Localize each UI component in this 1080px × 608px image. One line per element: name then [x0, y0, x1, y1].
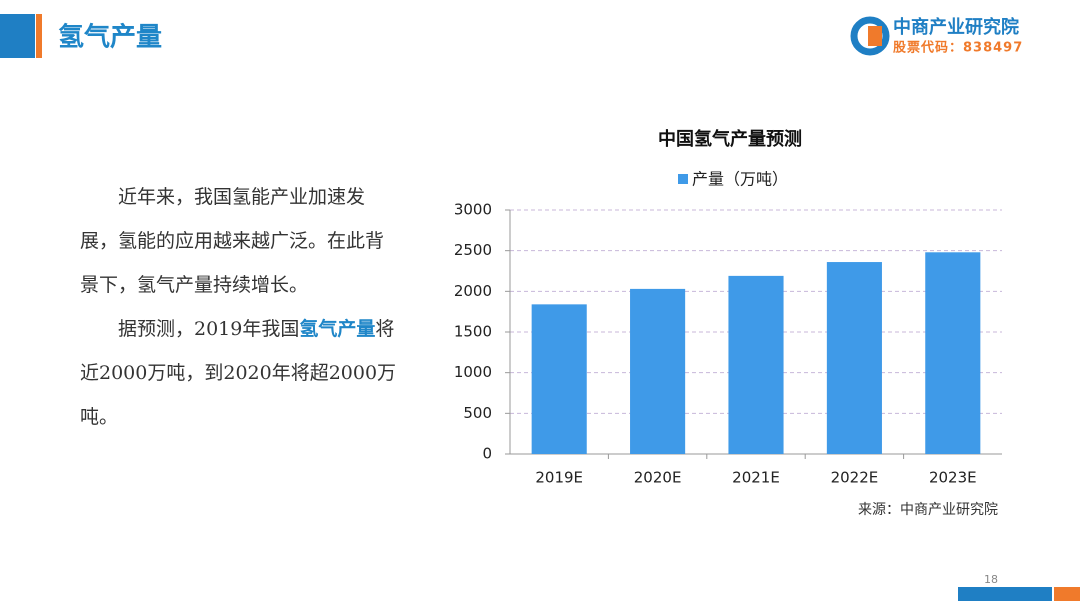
legend-swatch	[678, 174, 688, 184]
x-tick-label: 2020E	[634, 469, 682, 487]
text-run: 据预测，2019年我国	[118, 318, 300, 340]
chart-title: 中国氢气产量预测	[658, 128, 802, 150]
y-tick-label: 500	[463, 404, 492, 422]
x-tick-label: 2019E	[535, 469, 583, 487]
text-run: 将近2000万吨，到2020年将超2000万吨。	[80, 318, 397, 428]
logo-name: 中商产业研究院	[893, 16, 1019, 38]
x-tick-label: 2022E	[831, 469, 879, 487]
highlight: 氢气产量	[299, 318, 376, 340]
footer-accent	[1054, 587, 1080, 601]
body-text: 近年来，我国氢能产业加速发展，氢能的应用越来越广泛。在此背景下，氢气产量持续增长…	[80, 175, 402, 439]
bar	[728, 275, 784, 454]
y-tick-label: 1000	[454, 363, 492, 381]
paragraph: 近年来，我国氢能产业加速发展，氢能的应用越来越广泛。在此背景下，氢气产量持续增长…	[80, 186, 385, 296]
x-tick-label: 2023E	[929, 469, 977, 487]
legend-label: 产量（万吨）	[692, 170, 788, 189]
slide-title: 氢气产量	[58, 22, 162, 53]
paragraph: 据预测，2019年我国氢气产量将近2000万吨，到2020年将超2000万吨。	[80, 307, 402, 439]
page-number: 18	[984, 573, 998, 586]
y-tick-label: 2000	[454, 282, 492, 300]
logo-icon-accent	[868, 26, 882, 46]
bar	[630, 288, 686, 454]
source: 来源：中商产业研究院	[858, 502, 998, 518]
header-bar	[0, 14, 35, 58]
logo-icon	[850, 16, 890, 56]
y-tick-label: 1500	[454, 323, 492, 341]
logo-code: 股票代码：838497	[893, 40, 1023, 56]
y-tick-label: 0	[482, 445, 492, 463]
x-tick-label: 2021E	[732, 469, 780, 487]
y-tick-label: 3000	[454, 201, 492, 219]
y-tick-label: 2500	[454, 241, 492, 259]
footer-bar	[958, 587, 1052, 601]
header-accent	[36, 14, 42, 58]
bar	[925, 252, 981, 454]
bar	[531, 304, 587, 454]
bar	[826, 262, 882, 454]
